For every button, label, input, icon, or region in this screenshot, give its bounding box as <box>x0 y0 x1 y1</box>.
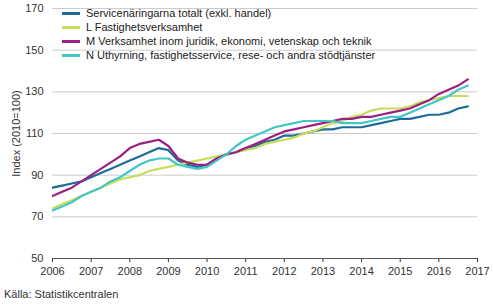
svg-text:2006: 2006 <box>40 265 64 277</box>
svg-text:2009: 2009 <box>156 265 180 277</box>
html-text:Servicenäringarna totalt (exkl: Servicenäringarna totalt (exkl. handel) <box>86 7 272 19</box>
svg-text:2013: 2013 <box>311 265 335 277</box>
html-text:Källa: Statistikcentralen: Källa: Statistikcentralen <box>4 288 119 300</box>
svg-text:170: 170 <box>25 2 43 14</box>
svg-text:2016: 2016 <box>427 265 451 277</box>
svg-text:90: 90 <box>31 169 43 181</box>
svg-text:2007: 2007 <box>79 265 103 277</box>
svg-text:2015: 2015 <box>388 265 412 277</box>
svg-text:130: 130 <box>25 85 43 97</box>
html-text:L Fastighetsverksamhet: L Fastighetsverksamhet <box>86 21 203 33</box>
svg-text:70: 70 <box>31 210 43 222</box>
svg-text:110: 110 <box>26 127 44 139</box>
html-text:N Uthyrning, fastighetsservice: N Uthyrning, fastighetsservice, rese- oc… <box>86 49 376 61</box>
html-text:M Verksamhet inom juridik, eko: M Verksamhet inom juridik, ekonomi, vete… <box>86 35 372 47</box>
svg-text:Index (2010=100): Index (2010=100) <box>10 90 22 177</box>
svg-text:2010: 2010 <box>195 265 219 277</box>
svg-text:2017: 2017 <box>465 265 489 277</box>
svg-text:2012: 2012 <box>272 265 296 277</box>
svg-text:2014: 2014 <box>349 265 373 277</box>
svg-text:2008: 2008 <box>118 265 142 277</box>
svg-text:2011: 2011 <box>234 265 258 277</box>
svg-text:150: 150 <box>25 44 43 56</box>
svg-text:50: 50 <box>31 252 43 264</box>
